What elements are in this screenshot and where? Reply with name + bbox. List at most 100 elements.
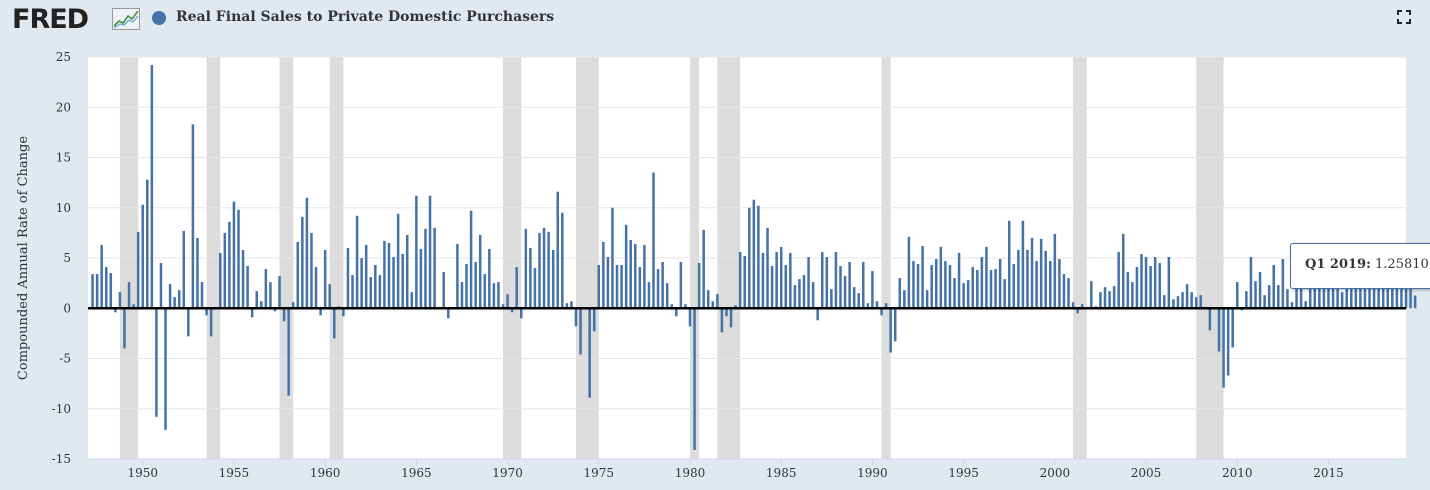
data-bar[interactable] (529, 247, 532, 309)
data-bar[interactable] (155, 308, 158, 417)
data-bar[interactable] (542, 227, 546, 309)
series-title[interactable]: Real Final Sales to Private Domestic Pur… (176, 9, 555, 25)
data-bar[interactable] (766, 227, 769, 309)
data-bar[interactable] (1030, 237, 1034, 309)
data-bar[interactable] (141, 204, 144, 309)
data-bar[interactable] (839, 266, 842, 309)
data-bar[interactable] (1117, 251, 1120, 309)
data-bar[interactable] (1267, 285, 1271, 309)
data-bar[interactable] (1263, 295, 1266, 309)
data-bar[interactable] (925, 290, 929, 309)
data-bar[interactable] (1090, 281, 1093, 309)
data-bar[interactable] (95, 274, 99, 309)
data-bar[interactable] (1404, 279, 1408, 309)
fred-logo-graph-icon[interactable] (112, 8, 140, 30)
data-bar[interactable] (396, 213, 400, 309)
data-bar[interactable] (634, 243, 637, 309)
data-bar[interactable] (574, 308, 578, 327)
data-bar[interactable] (779, 246, 783, 309)
data-bar[interactable] (1121, 233, 1125, 309)
data-bar[interactable] (232, 201, 236, 309)
data-bar[interactable] (305, 197, 309, 309)
data-bar[interactable] (1071, 302, 1075, 309)
data-bar[interactable] (492, 283, 496, 309)
data-bar[interactable] (1049, 261, 1052, 309)
fred-logo[interactable]: FRED (12, 4, 89, 35)
data-bars[interactable] (91, 65, 1417, 450)
data-bar[interactable] (930, 265, 933, 309)
data-bar[interactable] (1135, 267, 1139, 309)
data-bar[interactable] (1318, 278, 1321, 309)
data-bar[interactable] (1391, 279, 1394, 309)
data-bar[interactable] (1386, 282, 1390, 309)
data-bar[interactable] (893, 308, 897, 342)
data-bar[interactable] (1062, 274, 1066, 309)
data-bar[interactable] (752, 199, 756, 309)
data-bar[interactable] (597, 265, 601, 309)
data-bar[interactable] (497, 282, 500, 309)
data-bar[interactable] (1377, 277, 1380, 309)
data-bar[interactable] (871, 271, 874, 309)
data-bar[interactable] (738, 251, 742, 309)
data-bar[interactable] (798, 279, 801, 309)
data-bar[interactable] (1290, 302, 1294, 309)
data-bar[interactable] (556, 191, 559, 309)
data-bar[interactable] (866, 303, 870, 309)
data-bar[interactable] (702, 229, 705, 309)
data-bar[interactable] (898, 278, 902, 309)
data-bar[interactable] (830, 289, 833, 309)
data-bar[interactable] (478, 234, 482, 309)
data-bar[interactable] (1053, 233, 1057, 309)
data-bar[interactable] (743, 255, 746, 309)
data-bar[interactable] (734, 305, 737, 309)
data-bar[interactable] (656, 269, 660, 309)
data-bar[interactable] (588, 308, 591, 398)
data-bar[interactable] (816, 308, 819, 321)
data-bar[interactable] (675, 308, 678, 317)
data-bar[interactable] (351, 275, 354, 309)
data-bar[interactable] (1409, 288, 1412, 309)
data-bar[interactable] (1359, 278, 1362, 309)
data-bar[interactable] (501, 304, 505, 309)
data-bar[interactable] (1372, 283, 1376, 309)
data-bar[interactable] (638, 267, 642, 309)
data-bar[interactable] (387, 242, 391, 309)
data-bar[interactable] (1345, 280, 1348, 309)
data-bar[interactable] (364, 244, 368, 309)
data-bar[interactable] (342, 308, 345, 317)
data-bar[interactable] (953, 278, 956, 309)
data-bar[interactable] (720, 308, 724, 333)
data-bar[interactable] (1395, 284, 1399, 309)
data-bar[interactable] (1231, 308, 1234, 348)
data-bar[interactable] (1039, 238, 1043, 309)
data-bar[interactable] (916, 264, 920, 309)
data-bar[interactable] (123, 308, 126, 349)
data-bar[interactable] (219, 252, 222, 309)
data-bar[interactable] (857, 293, 860, 309)
data-bar[interactable] (1217, 308, 1221, 352)
data-bar[interactable] (164, 308, 167, 430)
data-bar[interactable] (706, 290, 710, 309)
data-bar[interactable] (419, 248, 423, 309)
data-bar[interactable] (811, 282, 815, 309)
data-bar[interactable] (109, 273, 113, 309)
data-bar[interactable] (159, 263, 163, 309)
data-bar[interactable] (761, 252, 765, 309)
data-bar[interactable] (209, 308, 213, 337)
data-bar[interactable] (1163, 295, 1166, 309)
data-bar[interactable] (551, 249, 555, 309)
data-bar[interactable] (260, 301, 263, 309)
data-bar[interactable] (187, 308, 190, 337)
data-bar[interactable] (150, 65, 154, 309)
data-bar[interactable] (1236, 282, 1239, 309)
data-bar[interactable] (775, 251, 778, 309)
data-bar[interactable] (825, 256, 829, 309)
data-bar[interactable] (697, 263, 701, 309)
data-bar[interactable] (182, 230, 186, 309)
data-bar[interactable] (296, 241, 300, 309)
data-bar[interactable] (1295, 288, 1298, 309)
data-bar[interactable] (1331, 281, 1335, 309)
data-bar[interactable] (1313, 278, 1317, 309)
data-bar[interactable] (1368, 279, 1371, 309)
data-bar[interactable] (579, 308, 582, 355)
